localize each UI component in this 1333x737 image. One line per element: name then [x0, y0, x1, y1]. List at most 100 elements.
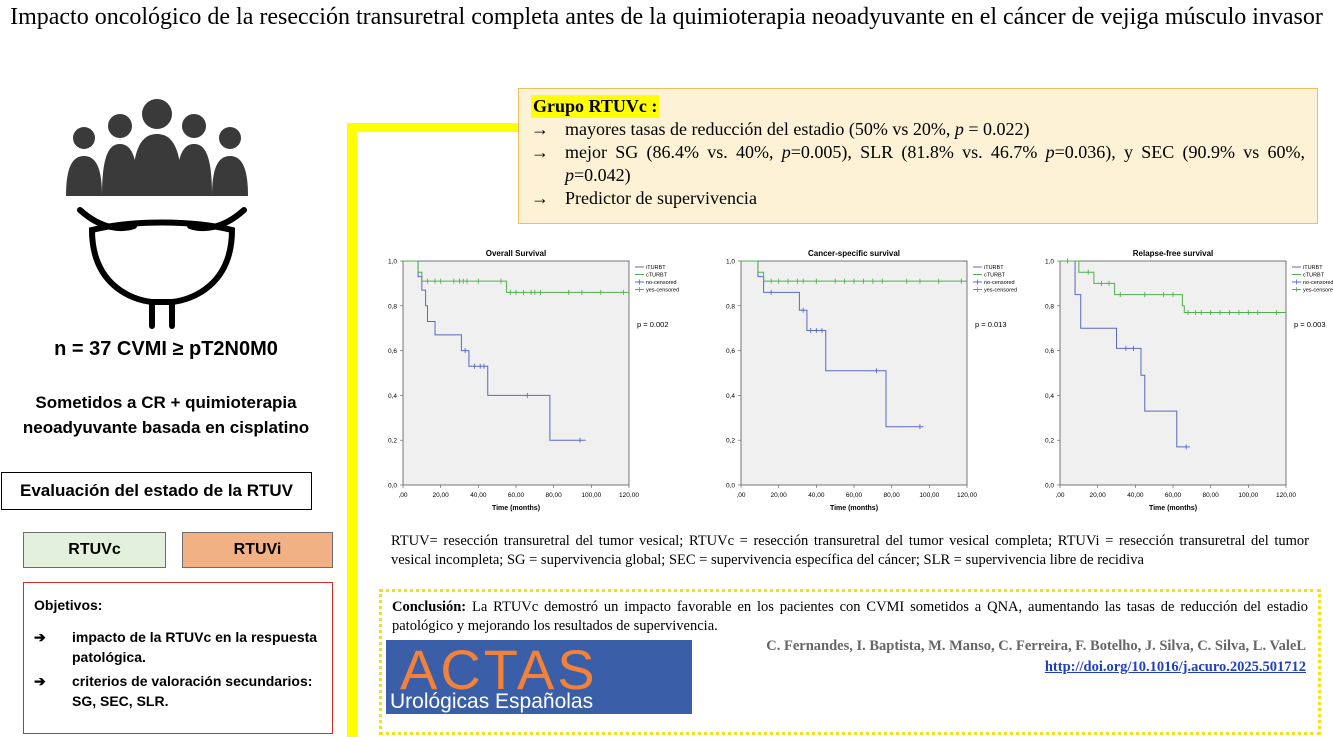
y-tick-label: 0,0	[388, 483, 397, 490]
p-value: p = 0.003	[1294, 320, 1326, 329]
legend-label: no-censored	[984, 280, 1015, 286]
objective-item: ➔ impacto de la RTUVc en la respuesta pa…	[34, 627, 322, 667]
x-tick-label: 100,00	[581, 492, 601, 499]
conclusion-box: Conclusión: La RTUVc demostró un impacto…	[379, 589, 1321, 735]
result-item: → Predictor de supervivencia	[531, 187, 1305, 210]
journal-logo: ACTAS Urológicas Españolas	[386, 640, 692, 714]
x-tick-label: 80,00	[884, 492, 901, 499]
legend-label: iTURBT	[646, 265, 666, 271]
x-tick-label: 80,00	[1203, 492, 1220, 499]
legend-label: yes-censored	[646, 288, 679, 294]
y-tick-label: 1,0	[1045, 259, 1054, 266]
x-tick-label: 40,00	[1127, 492, 1144, 499]
y-tick-label: 0,6	[726, 348, 735, 355]
arrow-icon: ➔	[34, 673, 46, 689]
survival-curve-cturbt	[403, 260, 629, 293]
arrow-icon: →	[531, 119, 549, 139]
objective-text: impacto de la RTUVc en la respuesta pato…	[72, 629, 318, 665]
survival-curve-cturbt	[1060, 260, 1286, 314]
y-tick-label: 0,8	[388, 303, 397, 310]
yellow-connector-vertical	[347, 123, 357, 737]
relapse-free-survival-chart: Relapse-free survival 0,0 0,2 0,4 0,6 0,8 1,0,…	[1045, 249, 1333, 512]
y-tick-label: 1,0	[388, 259, 397, 266]
legend-label: iTURBT	[1303, 265, 1323, 271]
x-tick-label: 20,00	[1090, 492, 1107, 499]
result-item: → mayores tasas de reducción del estadio…	[531, 118, 1305, 141]
y-tick-label: 1,0	[726, 259, 735, 266]
y-tick-label: 0,8	[1045, 303, 1054, 310]
plot-area	[1059, 260, 1287, 486]
y-tick-label: 0,0	[1045, 483, 1054, 490]
x-tick-label: 40,00	[470, 492, 487, 499]
rtuvc-group-box: RTUVc	[23, 532, 166, 568]
legend-label: yes-censored	[1303, 288, 1333, 294]
arrow-icon: →	[531, 142, 549, 162]
x-tick-label: 40,00	[808, 492, 825, 499]
y-tick-label: 0,4	[388, 393, 397, 400]
doi-link[interactable]: http://doi.org/10.1016/j.acuro.2025.5017…	[1044, 659, 1306, 675]
chart-title: Overall Survival	[486, 249, 546, 258]
y-tick-label: 0,6	[388, 348, 397, 355]
x-tick-label: 20,00	[771, 492, 788, 499]
logo-text-bottom: Urológicas Españolas	[386, 690, 692, 714]
arrow-icon: →	[531, 188, 549, 208]
legend-label: iTURBT	[984, 265, 1004, 271]
patients-group-icon	[66, 99, 248, 196]
evaluation-box: Evaluación del estado de la RTUV	[1, 472, 312, 510]
x-axis-label: Time (months)	[830, 505, 878, 512]
legend-label: no-censored	[1303, 280, 1333, 286]
x-tick-label: 20,00	[433, 492, 450, 499]
y-tick-label: 0,2	[1045, 438, 1054, 445]
y-tick-label: 0,2	[726, 438, 735, 445]
chart-title: Relapse-free survival	[1133, 249, 1214, 258]
cancer-specific-survival-chart: Cancer-specific survival 0,0 0,2 0,4 0,6 0,8 1…	[726, 249, 1017, 512]
x-tick-label: 120,00	[1276, 492, 1296, 499]
result-text: mayores tasas de reducción del estadio (…	[565, 119, 1030, 139]
legend-label: cTURBT	[646, 273, 668, 279]
x-axis-label: Time (months)	[1149, 505, 1197, 512]
survival-curve-iturbt	[403, 260, 586, 441]
plot-area	[402, 260, 630, 486]
result-item: → mejor SG (86.4% vs. 40%, p=0.005), SLR…	[531, 141, 1305, 187]
survival-curve-iturbt	[1060, 260, 1190, 448]
x-tick-label: ,00	[398, 492, 407, 499]
poster-title: Impacto oncológico de la resección trans…	[10, 4, 1323, 30]
legend-label: cTURBT	[1303, 273, 1325, 279]
legend-label: yes-censored	[984, 288, 1017, 294]
results-title: Grupo RTUVc :	[531, 95, 660, 118]
objective-item: ➔ criterios de valoración secundarios: S…	[34, 671, 322, 711]
x-tick-label: ,00	[1055, 492, 1064, 499]
y-tick-label: 0,4	[1045, 393, 1054, 400]
bladder-icon	[77, 207, 247, 329]
x-tick-label: 60,00	[1165, 492, 1182, 499]
sample-size: n = 37 CVMI ≥ pT2N0M0	[54, 338, 278, 360]
overall-survival-chart: Overall Survival 0,0 0,2 0,4 0,6 0,8 1,0 ,00 20,…	[388, 249, 679, 512]
result-text: Predictor de supervivencia	[565, 188, 757, 208]
x-tick-label: 120,00	[957, 492, 977, 499]
legend-label: no-censored	[646, 280, 677, 286]
x-tick-label: 60,00	[846, 492, 863, 499]
yellow-connector-horizontal	[347, 123, 519, 132]
y-tick-label: 0,6	[1045, 348, 1054, 355]
x-tick-label: 100,00	[919, 492, 939, 499]
x-tick-label: 120,00	[619, 492, 639, 499]
y-tick-label: 0,2	[388, 438, 397, 445]
y-tick-label: 0,0	[726, 483, 735, 490]
x-tick-label: ,00	[736, 492, 745, 499]
authors: C. Fernandes, I. Baptista, M. Manso, C. …	[766, 638, 1306, 654]
conclusion-text: Conclusión: La RTUVc demostró un impacto…	[392, 599, 1308, 634]
y-tick-label: 0,4	[726, 393, 735, 400]
plot-area	[740, 260, 968, 486]
arrow-icon: ➔	[34, 629, 46, 645]
y-tick-label: 0,8	[726, 303, 735, 310]
results-box: Grupo RTUVc : → mayores tasas de reducci…	[518, 88, 1318, 224]
x-tick-label: 80,00	[546, 492, 563, 499]
treatment-description: Sometidos a CR + quimioterapia neoadyuva…	[22, 393, 310, 437]
survival-curve-cturbt	[741, 260, 967, 282]
objectives-title: Objetivos:	[34, 597, 103, 613]
objectives-box: Objetivos: ➔ impacto de la RTUVc en la r…	[23, 582, 333, 734]
objective-text: criterios de valoración secundarios: SG,…	[72, 673, 313, 709]
rtuvi-group-box: RTUVi	[182, 532, 333, 568]
x-axis-label: Time (months)	[492, 505, 540, 512]
chart-title: Cancer-specific survival	[808, 249, 900, 258]
